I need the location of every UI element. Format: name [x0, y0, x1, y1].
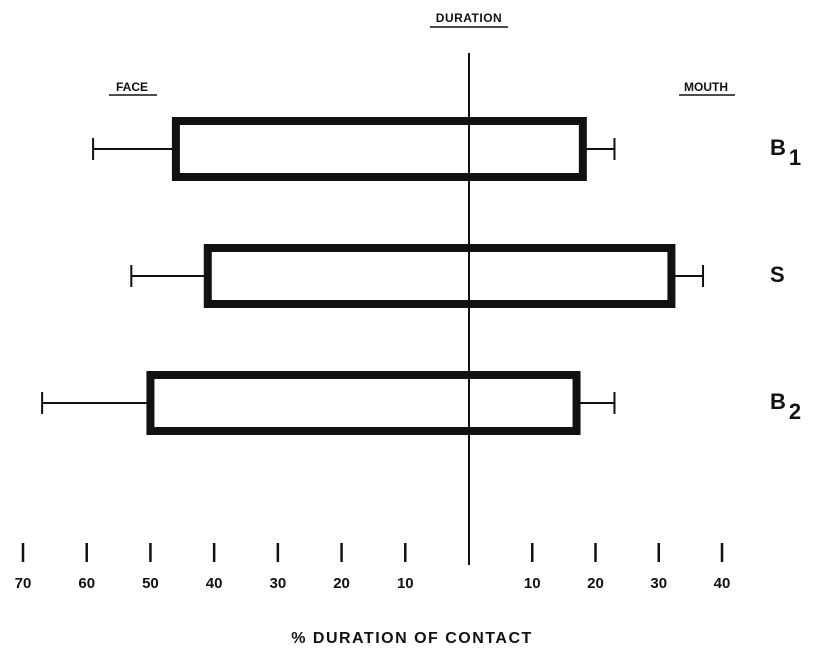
tick-label-face-10: 10 [397, 575, 414, 592]
mouth-label: MOUTH [684, 80, 728, 94]
tick-label-mouth-30: 30 [650, 575, 667, 592]
x-axis-title: % DURATION OF CONTACT [291, 630, 533, 647]
tick-label-mouth-20: 20 [587, 575, 604, 592]
tick-label-face-20: 20 [333, 575, 350, 592]
tick-label-face-30: 30 [270, 575, 287, 592]
tick-label-face-40: 40 [206, 575, 223, 592]
bar-b2 [146, 371, 581, 435]
row-label-s: S [770, 262, 785, 287]
tick-label-face-60: 60 [78, 575, 95, 592]
tick-label-face-70: 70 [15, 575, 32, 592]
face-label: FACE [116, 80, 148, 94]
x-axis-ticks: 70 60 50 40 30 20 10 10 20 30 40 [15, 543, 731, 592]
tick-label-mouth-40: 40 [714, 575, 731, 592]
bar-s [203, 244, 676, 308]
tick-label-face-50: 50 [142, 575, 159, 592]
chart-rows: B 1 S B 2 [41, 117, 801, 435]
tick-label-mouth-10: 10 [524, 575, 541, 592]
bar-b1 [171, 117, 587, 181]
chart-title: DURATION [436, 11, 502, 25]
